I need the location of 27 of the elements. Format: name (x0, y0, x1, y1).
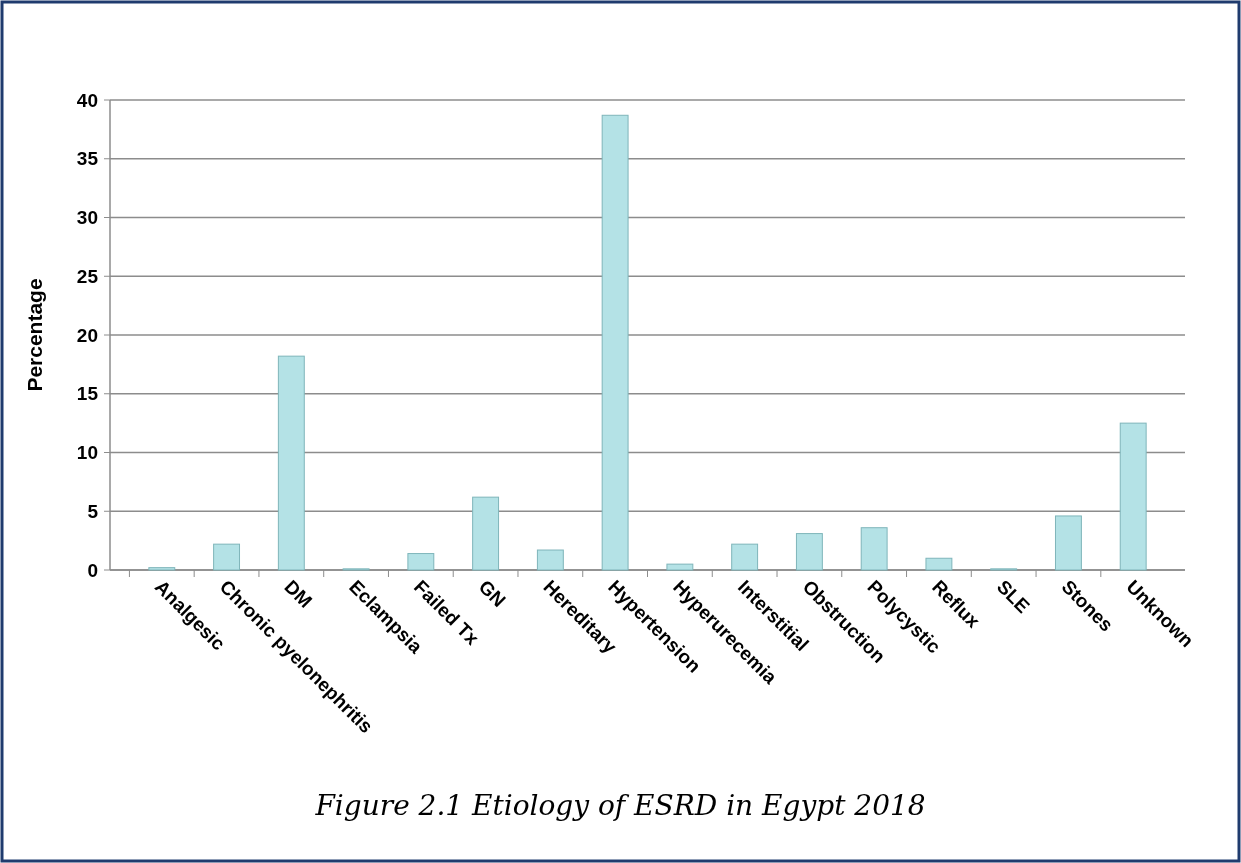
y-tick-label: 30 (76, 207, 98, 229)
y-tick-label: 5 (87, 500, 99, 522)
bar (925, 557, 953, 571)
y-tick-label: 15 (76, 383, 99, 405)
x-tick-label: DM (280, 575, 317, 612)
bar (472, 496, 500, 571)
x-tick-label: GN (474, 575, 510, 611)
y-tick-label: 35 (76, 148, 99, 170)
bar (731, 543, 759, 571)
y-tick-label: 0 (87, 559, 98, 581)
bar (860, 527, 888, 571)
bar (1054, 515, 1082, 571)
bar (536, 549, 564, 571)
bar (277, 355, 305, 571)
bar (148, 567, 176, 571)
bar (213, 543, 241, 571)
y-tick-label: 20 (76, 324, 98, 346)
bar (601, 114, 629, 571)
bar (407, 553, 435, 571)
y-tick-label: 10 (76, 442, 98, 464)
bar (795, 533, 823, 571)
text: Figure 2.1 Etiology of ESRD in Egypt 2018 (314, 789, 926, 822)
y-tick-label: 25 (76, 265, 99, 287)
y-tick-label: 40 (76, 89, 98, 111)
bar (666, 563, 694, 571)
y-axis-title: Percentage (23, 278, 46, 392)
bar (1119, 422, 1147, 571)
